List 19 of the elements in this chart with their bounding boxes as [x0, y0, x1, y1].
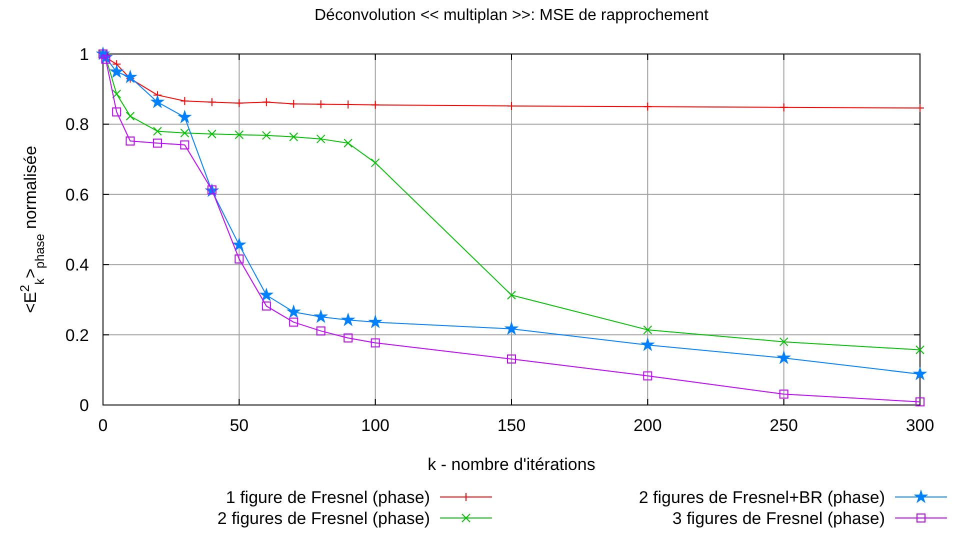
- x-tick-label: 300: [906, 416, 934, 435]
- x-tick-label: 100: [361, 416, 390, 435]
- x-axis-title: k - nombre d'itérations: [428, 455, 596, 474]
- x-tick-label: 50: [230, 416, 249, 435]
- legend-label: 3 figures de Fresnel (phase): [672, 509, 885, 528]
- chart-title: Déconvolution << multiplan >>: MSE de rapprochement: [314, 7, 710, 24]
- x-tick-label: 150: [497, 416, 526, 435]
- y-tick-label: 0.4: [65, 256, 89, 275]
- legend-label: 2 figures de Fresnel (phase): [217, 509, 430, 528]
- y-tick-label: 0.6: [65, 185, 89, 204]
- legend-label: 1 figure de Fresnel (phase): [226, 488, 430, 507]
- y-tick-label: 1: [80, 45, 89, 64]
- x-tick-label: 200: [633, 416, 662, 435]
- x-tick-label: 250: [770, 416, 798, 435]
- x-tick-label: 0: [98, 416, 108, 435]
- y-tick-label: 0.2: [65, 326, 89, 345]
- y-tick-label: 0.8: [65, 115, 89, 134]
- y-tick-label: 0: [80, 396, 89, 415]
- legend-label: 2 figures de Fresnel+BR (phase): [638, 488, 885, 507]
